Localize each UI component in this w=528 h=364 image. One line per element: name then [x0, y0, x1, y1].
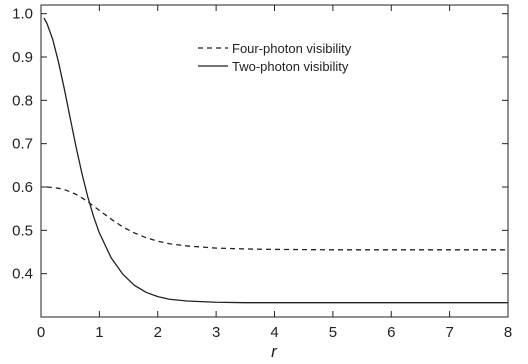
y-tick-label-0.6: 0.6 — [12, 179, 33, 196]
series-lines — [43, 17, 508, 304]
x-tick-label-5: 5 — [329, 324, 337, 341]
y-tick-label-0.5: 0.5 — [12, 222, 33, 239]
y-tick-label-0.7: 0.7 — [12, 136, 33, 153]
x-tick-label-3: 3 — [212, 324, 220, 341]
x-axis-label: r — [271, 342, 278, 361]
y-tick-label-1.0: 1.0 — [12, 6, 33, 23]
series-line-four-photon — [46, 186, 508, 251]
legend: Four-photon visibility Two-photon visibil… — [198, 41, 352, 74]
x-tick-label-2: 2 — [154, 324, 162, 341]
y-tick-label-0.4: 0.4 — [12, 266, 33, 283]
x-tick-label-6: 6 — [387, 324, 395, 341]
axis-ticks: 0 1 2 3 4 5 6 7 8 0.4 0.5 0.6 0.7 0.8 0.9 1.0 — [12, 5, 512, 341]
x-tick-label-7: 7 — [445, 324, 453, 341]
x-tick-label-0: 0 — [37, 324, 45, 341]
y-tick-label-0.9: 0.9 — [12, 49, 33, 66]
y-tick-label-0.8: 0.8 — [12, 92, 33, 109]
x-tick-label-4: 4 — [270, 324, 278, 341]
x-tick-label-8: 8 — [504, 324, 512, 341]
series-line-two-photon — [43, 17, 508, 304]
legend-label-four-photon: Four-photon visibility — [232, 41, 352, 56]
x-tick-label-1: 1 — [95, 324, 103, 341]
legend-label-two-photon: Two-photon visibility — [232, 59, 349, 74]
